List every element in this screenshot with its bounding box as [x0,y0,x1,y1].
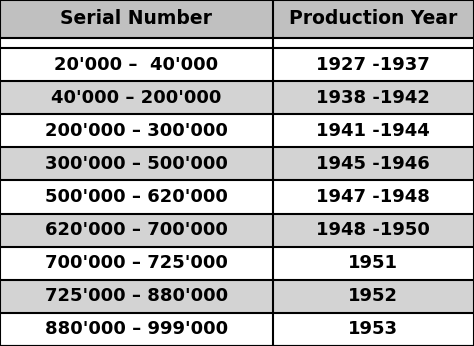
Bar [0,147,273,181]
Text: Production Year: Production Year [289,9,457,28]
Text: 700'000 – 725'000: 700'000 – 725'000 [45,254,228,272]
Bar [273,114,474,147]
Text: 620'000 – 700'000: 620'000 – 700'000 [45,221,228,239]
Text: 1947 -1948: 1947 -1948 [316,188,430,206]
Bar [0,81,273,114]
Text: 1941 -1944: 1941 -1944 [317,122,430,140]
Text: 300'000 – 500'000: 300'000 – 500'000 [45,155,228,173]
Text: 1951: 1951 [348,254,398,272]
Text: 20'000 –  40'000: 20'000 – 40'000 [54,56,219,74]
Text: 200'000 – 300'000: 200'000 – 300'000 [45,122,228,140]
Bar [0,38,273,48]
Text: 500'000 – 620'000: 500'000 – 620'000 [45,188,228,206]
Bar [273,280,474,313]
Text: Serial Number: Serial Number [60,9,212,28]
Bar [0,181,273,213]
Bar [273,313,474,346]
Bar [273,48,474,81]
Text: 725'000 – 880'000: 725'000 – 880'000 [45,287,228,305]
Bar [273,181,474,213]
Text: 40'000 – 200'000: 40'000 – 200'000 [51,89,221,107]
Bar [273,247,474,280]
Text: 1952: 1952 [348,287,398,305]
Bar [273,81,474,114]
Bar [0,48,273,81]
Text: 880'000 – 999'000: 880'000 – 999'000 [45,320,228,338]
Bar [0,313,273,346]
Bar [0,213,273,247]
Text: 1948 -1950: 1948 -1950 [316,221,430,239]
Bar [273,0,474,38]
Text: 1927 -1937: 1927 -1937 [317,56,430,74]
Bar [0,114,273,147]
Bar [273,147,474,181]
Bar [273,38,474,48]
Bar [0,0,273,38]
Bar [0,280,273,313]
Text: 1938 -1942: 1938 -1942 [316,89,430,107]
Text: 1953: 1953 [348,320,398,338]
Bar [273,213,474,247]
Text: 1945 -1946: 1945 -1946 [317,155,430,173]
Bar [0,247,273,280]
